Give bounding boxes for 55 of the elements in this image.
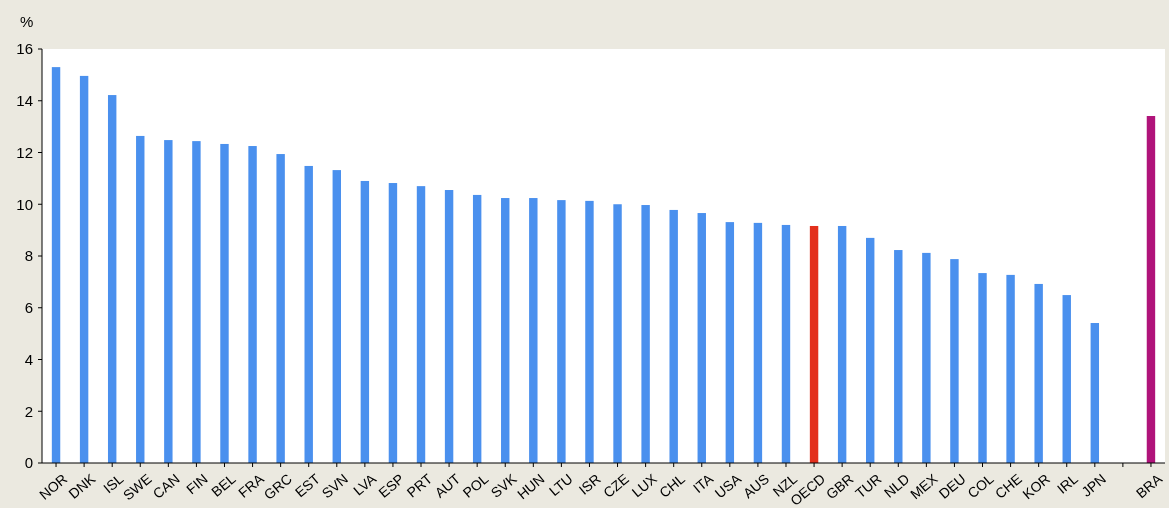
y-tick-label: 8 (24, 247, 33, 265)
bar (669, 209, 678, 463)
bar (416, 186, 426, 463)
bar (136, 135, 145, 463)
bar (79, 75, 89, 463)
bar (107, 95, 117, 463)
bar (388, 183, 398, 463)
bar (585, 200, 594, 463)
y-tick-label: 12 (16, 143, 33, 161)
bar (697, 213, 706, 463)
bar (472, 194, 482, 463)
bar (220, 143, 229, 463)
bar (753, 222, 763, 463)
bar (894, 250, 903, 463)
y-tick-label: 4 (24, 350, 33, 368)
bar (501, 198, 510, 463)
bar (557, 200, 566, 463)
y-tick-label: 10 (16, 195, 33, 213)
bar (164, 140, 173, 463)
y-tick-label: 14 (16, 92, 33, 109)
x-tick-label: FIN (183, 470, 211, 498)
bar (1034, 283, 1043, 463)
bar (529, 198, 538, 463)
bar (781, 224, 791, 463)
bar (1090, 323, 1100, 463)
bar (641, 205, 650, 463)
x-tick-label: COL (964, 470, 997, 502)
bar (837, 225, 847, 463)
bar (304, 165, 313, 463)
bar (248, 146, 257, 463)
bar (866, 237, 875, 463)
bar (1146, 116, 1156, 463)
bar (809, 225, 819, 463)
bar (725, 222, 735, 463)
x-tick-label: BRA (1132, 470, 1166, 502)
bar (332, 170, 341, 463)
bar (192, 141, 201, 463)
bar (444, 190, 454, 463)
y-tick-label: 16 (16, 40, 33, 58)
bar (360, 180, 370, 463)
x-tick-label: POL (459, 470, 492, 501)
y-tick-label: 0 (24, 454, 33, 472)
bar (51, 67, 61, 463)
bar (978, 273, 987, 463)
bar (1062, 295, 1071, 463)
y-tick-label: 6 (24, 299, 33, 316)
y-tick-label: 2 (24, 402, 33, 420)
y-axis-title: % (20, 13, 34, 30)
bar (613, 204, 622, 463)
x-tick-label: LTU (545, 470, 576, 500)
bar (276, 154, 285, 463)
x-tick-label: BEL (208, 470, 239, 500)
bar (922, 252, 931, 463)
bar (1006, 274, 1015, 463)
bar (950, 259, 959, 463)
